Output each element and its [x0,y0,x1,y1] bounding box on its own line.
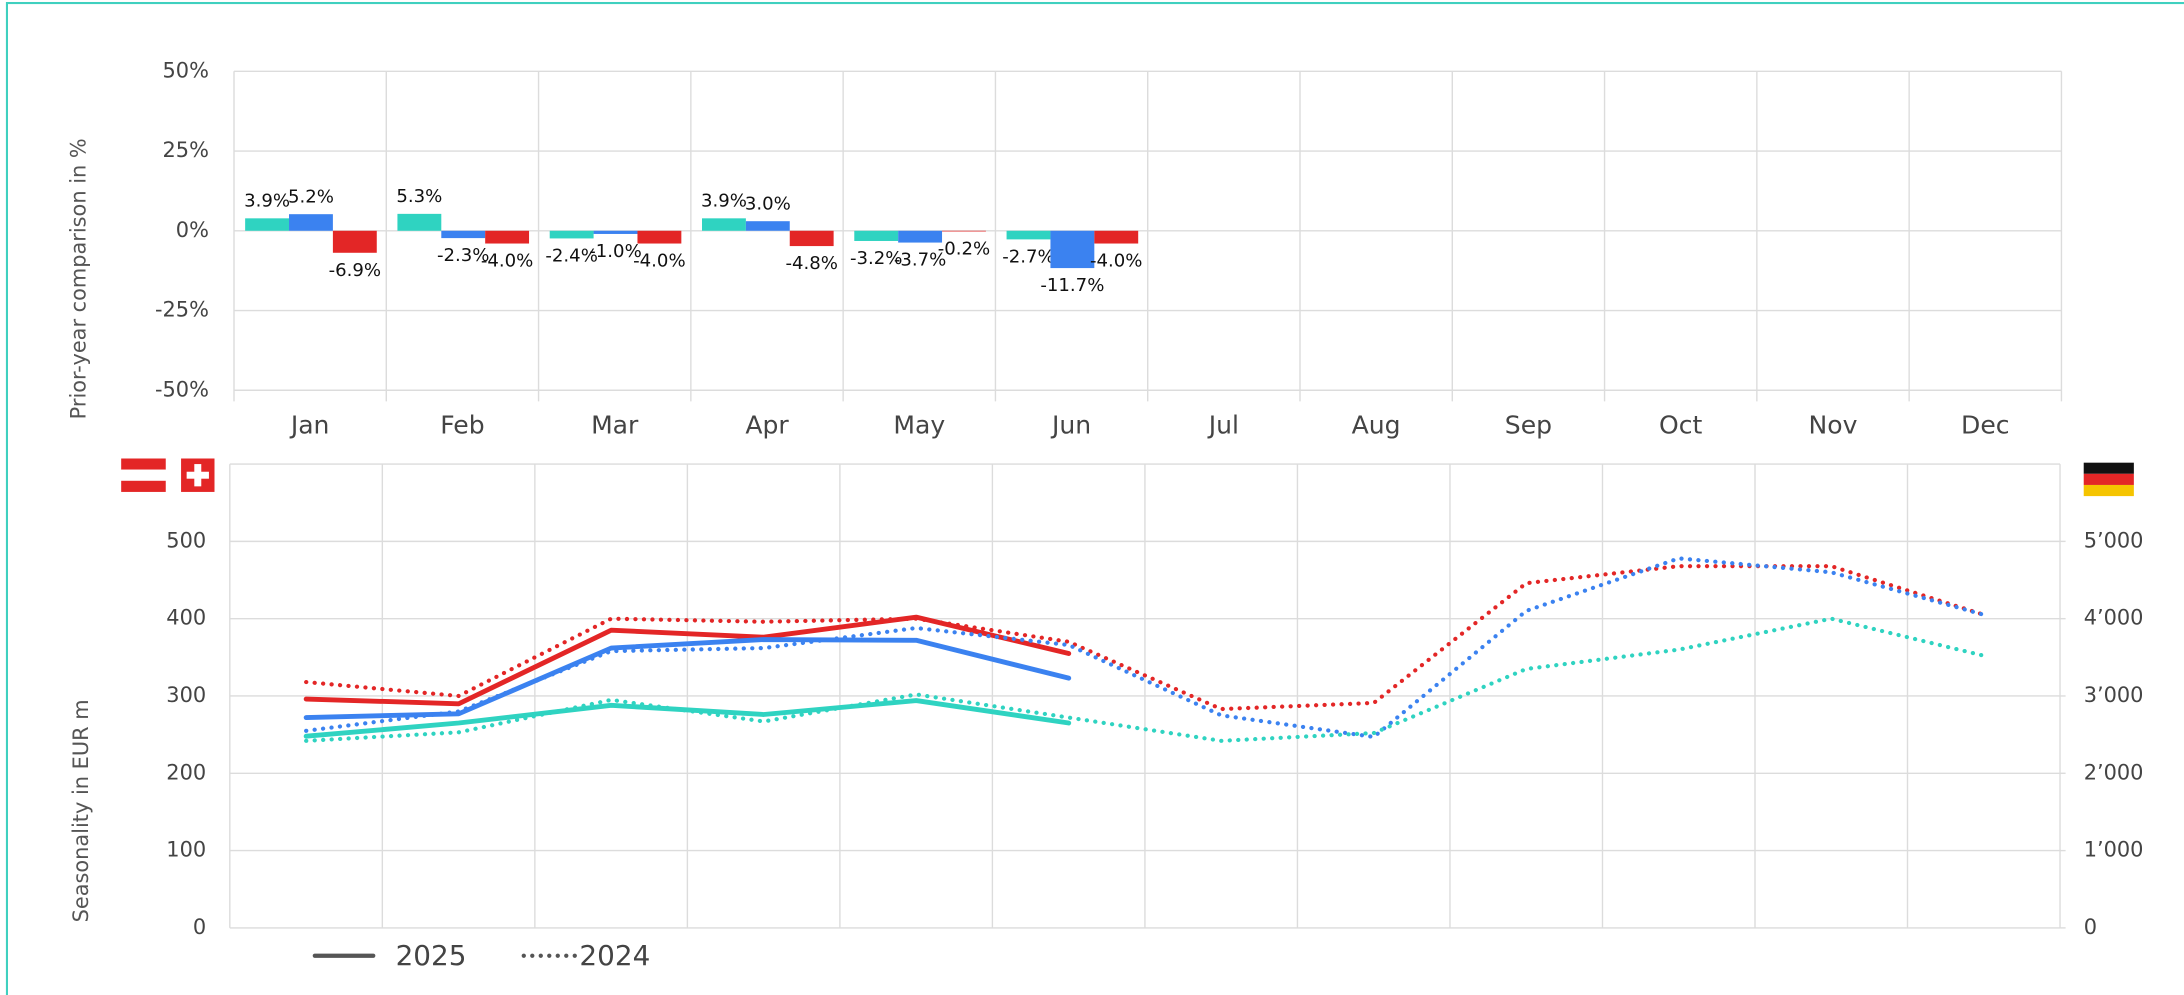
line-series [304,556,1986,740]
data-label: -4.0% [481,251,533,272]
x-tick-label: May [893,410,945,439]
data-label: -3.2% [850,248,903,269]
line-series [304,616,1986,743]
y-tick-label: 0 [193,915,206,939]
frame [5,1,2184,995]
x-tick-label: Nov [1809,410,1858,439]
data-label: -4.8% [785,253,838,274]
y-tick-label: 0% [176,218,209,242]
bar [593,230,638,234]
y-tick-label: 300 [166,683,206,707]
x-tick-label: Jul [1207,410,1239,439]
line-series [304,564,1986,712]
x-tick-label: Oct [1659,410,1703,439]
y2-tick-label: 0 [2084,915,2097,939]
flag-switzerland [181,458,215,492]
y2-tick-label: 1’000 [2084,838,2144,862]
y-tick-label: -50% [155,377,209,401]
x-tick-label: Sep [1505,410,1552,439]
y-tick-label: 50% [163,58,209,82]
x-tick-label: Jun [1050,410,1091,439]
data-label: -4.0% [633,251,686,272]
bar [245,218,290,231]
bar [898,230,943,243]
legend-label: 2024 [579,939,650,972]
flag-germany [2083,462,2134,497]
y-tick-label: 25% [163,138,209,162]
bar [441,230,486,239]
data-label: 3.9% [701,191,747,212]
bar [1050,230,1095,269]
y-axis-label: Seasonality in EUR m [69,699,93,922]
x-tick-label: Apr [745,410,789,439]
bar [1094,230,1139,244]
data-label: -2.4% [545,246,598,267]
bar [1006,230,1051,240]
y2-tick-label: 4’000 [2084,606,2144,630]
legend-label: 2025 [396,939,467,972]
y2-tick-label: 2’000 [2084,760,2144,784]
data-label: 3.0% [745,193,791,214]
bar [854,230,899,241]
bar [942,230,986,232]
bar [745,221,790,231]
bar [397,213,442,231]
data-label: -3.7% [894,250,947,271]
x-tick-label: Jan [289,410,330,439]
y-axis-label: Prior-year comparison in % [66,138,90,419]
bar [789,230,834,247]
x-tick-label: Feb [440,410,484,439]
x-tick-label: Aug [1352,410,1401,439]
y2-tick-label: 5’000 [2084,528,2144,552]
line-series [303,698,1072,739]
bar [702,218,746,231]
bar [637,230,682,244]
bar [332,230,377,253]
data-label: -4.0% [1090,251,1143,272]
bar [549,230,594,239]
data-label: -2.7% [1002,246,1055,267]
data-label: 5.2% [288,186,334,207]
data-label: -11.7% [1040,275,1104,296]
y-tick-label: 400 [166,606,206,630]
y-tick-label: -25% [155,298,209,322]
data-label: -6.9% [329,260,381,281]
y-tick-label: 500 [166,528,206,552]
bar [289,214,333,231]
x-tick-label: Dec [1961,410,2010,439]
y-tick-label: 200 [166,760,206,784]
data-label: -1.0% [589,241,642,262]
data-label: 3.9% [244,191,290,212]
data-label: -0.2% [938,239,991,260]
bar [485,230,530,244]
y-tick-label: 100 [166,838,206,862]
x-tick-label: Mar [591,410,639,439]
data-label: 5.3% [396,186,442,207]
flag-austria [121,458,166,492]
data-label: -2.3% [437,245,490,266]
y2-tick-label: 3’000 [2084,683,2144,707]
